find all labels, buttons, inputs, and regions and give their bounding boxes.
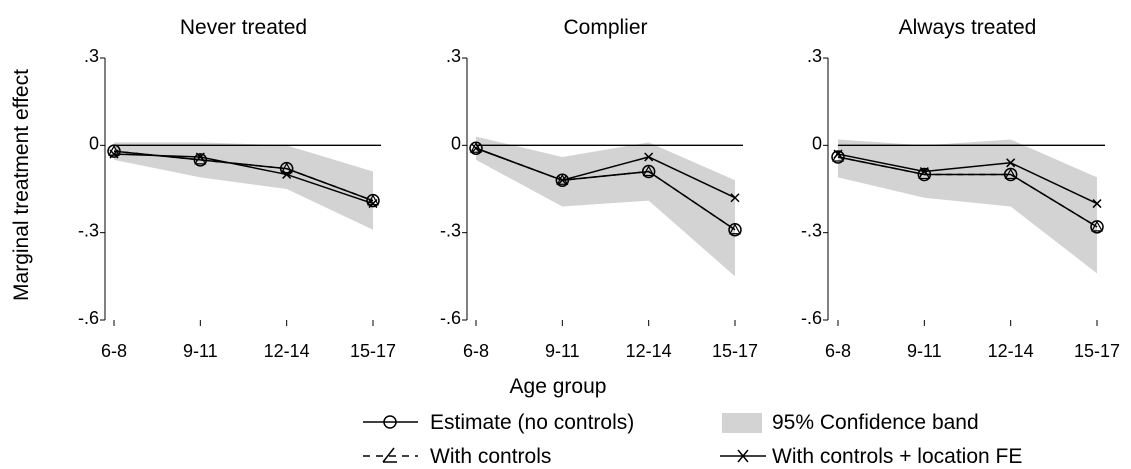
y-tick-label: .3 [807, 46, 822, 66]
point-triangle-marker [728, 223, 742, 235]
x-tick-label: 9-11 [907, 341, 942, 361]
x-tick-label: 6-8 [101, 341, 127, 361]
x-tick-label: 12-14 [626, 341, 672, 361]
y-tick-label: -.3 [78, 221, 99, 241]
point-x-marker [557, 175, 567, 185]
confidence-band [114, 142, 373, 230]
panel-2: Complier .3 0 -.3 -.66-8 9-11 12-14 15-17 [440, 16, 758, 361]
point-x-marker [1006, 158, 1016, 168]
panels: Never treated.30-.3-.66-8 9-11 12-14 15-17C… [78, 16, 1120, 361]
series-line-triangle [837, 156, 1098, 228]
confidence-band [838, 139, 1097, 274]
y-tick-label: 0 [89, 133, 99, 153]
x-tick-label: 6-8 [463, 341, 489, 361]
x-tick-label: 15-17 [1074, 341, 1120, 361]
legend-controls-label: With controls [430, 445, 551, 468]
confidence-band [476, 136, 735, 277]
x-axis-label: Age group [510, 375, 607, 398]
point-x-marker [730, 193, 740, 203]
panel-title: Complier [563, 16, 647, 39]
point-x-marker [109, 149, 119, 159]
x-tick-label: 15-17 [350, 341, 396, 361]
panel-title: Always treated [899, 16, 1037, 39]
series-line-x [475, 147, 736, 199]
y-tick-label: 0 [812, 133, 822, 153]
series-line-x [113, 153, 374, 205]
point-x-marker [919, 167, 929, 177]
legend-estimate-label: Estimate (no controls) [430, 411, 634, 434]
legend-band-swatch [722, 413, 762, 433]
point-x-marker [368, 199, 378, 209]
y-tick-label: -.3 [801, 221, 822, 241]
legend-x-marker [737, 449, 749, 463]
legend-triangle-marker [382, 447, 397, 463]
y-tick-label: -.6 [801, 308, 822, 328]
x-tick-label: 12-14 [988, 341, 1034, 361]
panel-title: Never treated [180, 16, 307, 39]
point-x-marker [282, 169, 292, 179]
series-line-x [837, 153, 1098, 205]
legend: Estimate (no controls) 95% Confidence ba… [363, 411, 1022, 468]
panel-1: Never treated .3 0 -.3 -.66-8 9-11 12-14 15-17 [78, 16, 396, 361]
x-tick-label: 9-11 [545, 341, 580, 361]
point-triangle-marker [469, 142, 483, 153]
panel-3: Always treated .3 0 -.3 -.66-8 9-11 12-14 15-17 [801, 16, 1120, 361]
x-tick-label: 6-8 [825, 341, 851, 361]
point-x-marker [644, 152, 654, 162]
x-tick-label: 9-11 [183, 341, 218, 361]
y-tick-label: .3 [446, 46, 461, 66]
y-tick-label: .3 [84, 46, 99, 66]
point-triangle-marker [1090, 220, 1104, 232]
legend-estimate-circle-marker [383, 415, 397, 429]
x-tick-label: 15-17 [712, 341, 758, 361]
point-x-marker [471, 143, 481, 153]
legend-band-label: 95% Confidence band [772, 411, 979, 434]
point-triangle-marker [280, 162, 293, 174]
point-triangle-marker [642, 165, 655, 177]
point-x-marker [195, 152, 205, 162]
y-tick-label: 0 [451, 133, 461, 153]
y-axis-label: Marginal treatment effect [10, 69, 33, 301]
y-tick-label: -.6 [78, 308, 99, 328]
y-tick-label: -.3 [440, 221, 461, 241]
point-x-marker [1092, 199, 1102, 209]
y-tick-label: -.6 [440, 308, 461, 328]
point-triangle-marker [1004, 168, 1017, 180]
x-tick-label: 12-14 [264, 341, 310, 361]
point-x-marker [833, 149, 843, 159]
legend-fe-label: With controls + location FE [772, 445, 1022, 468]
